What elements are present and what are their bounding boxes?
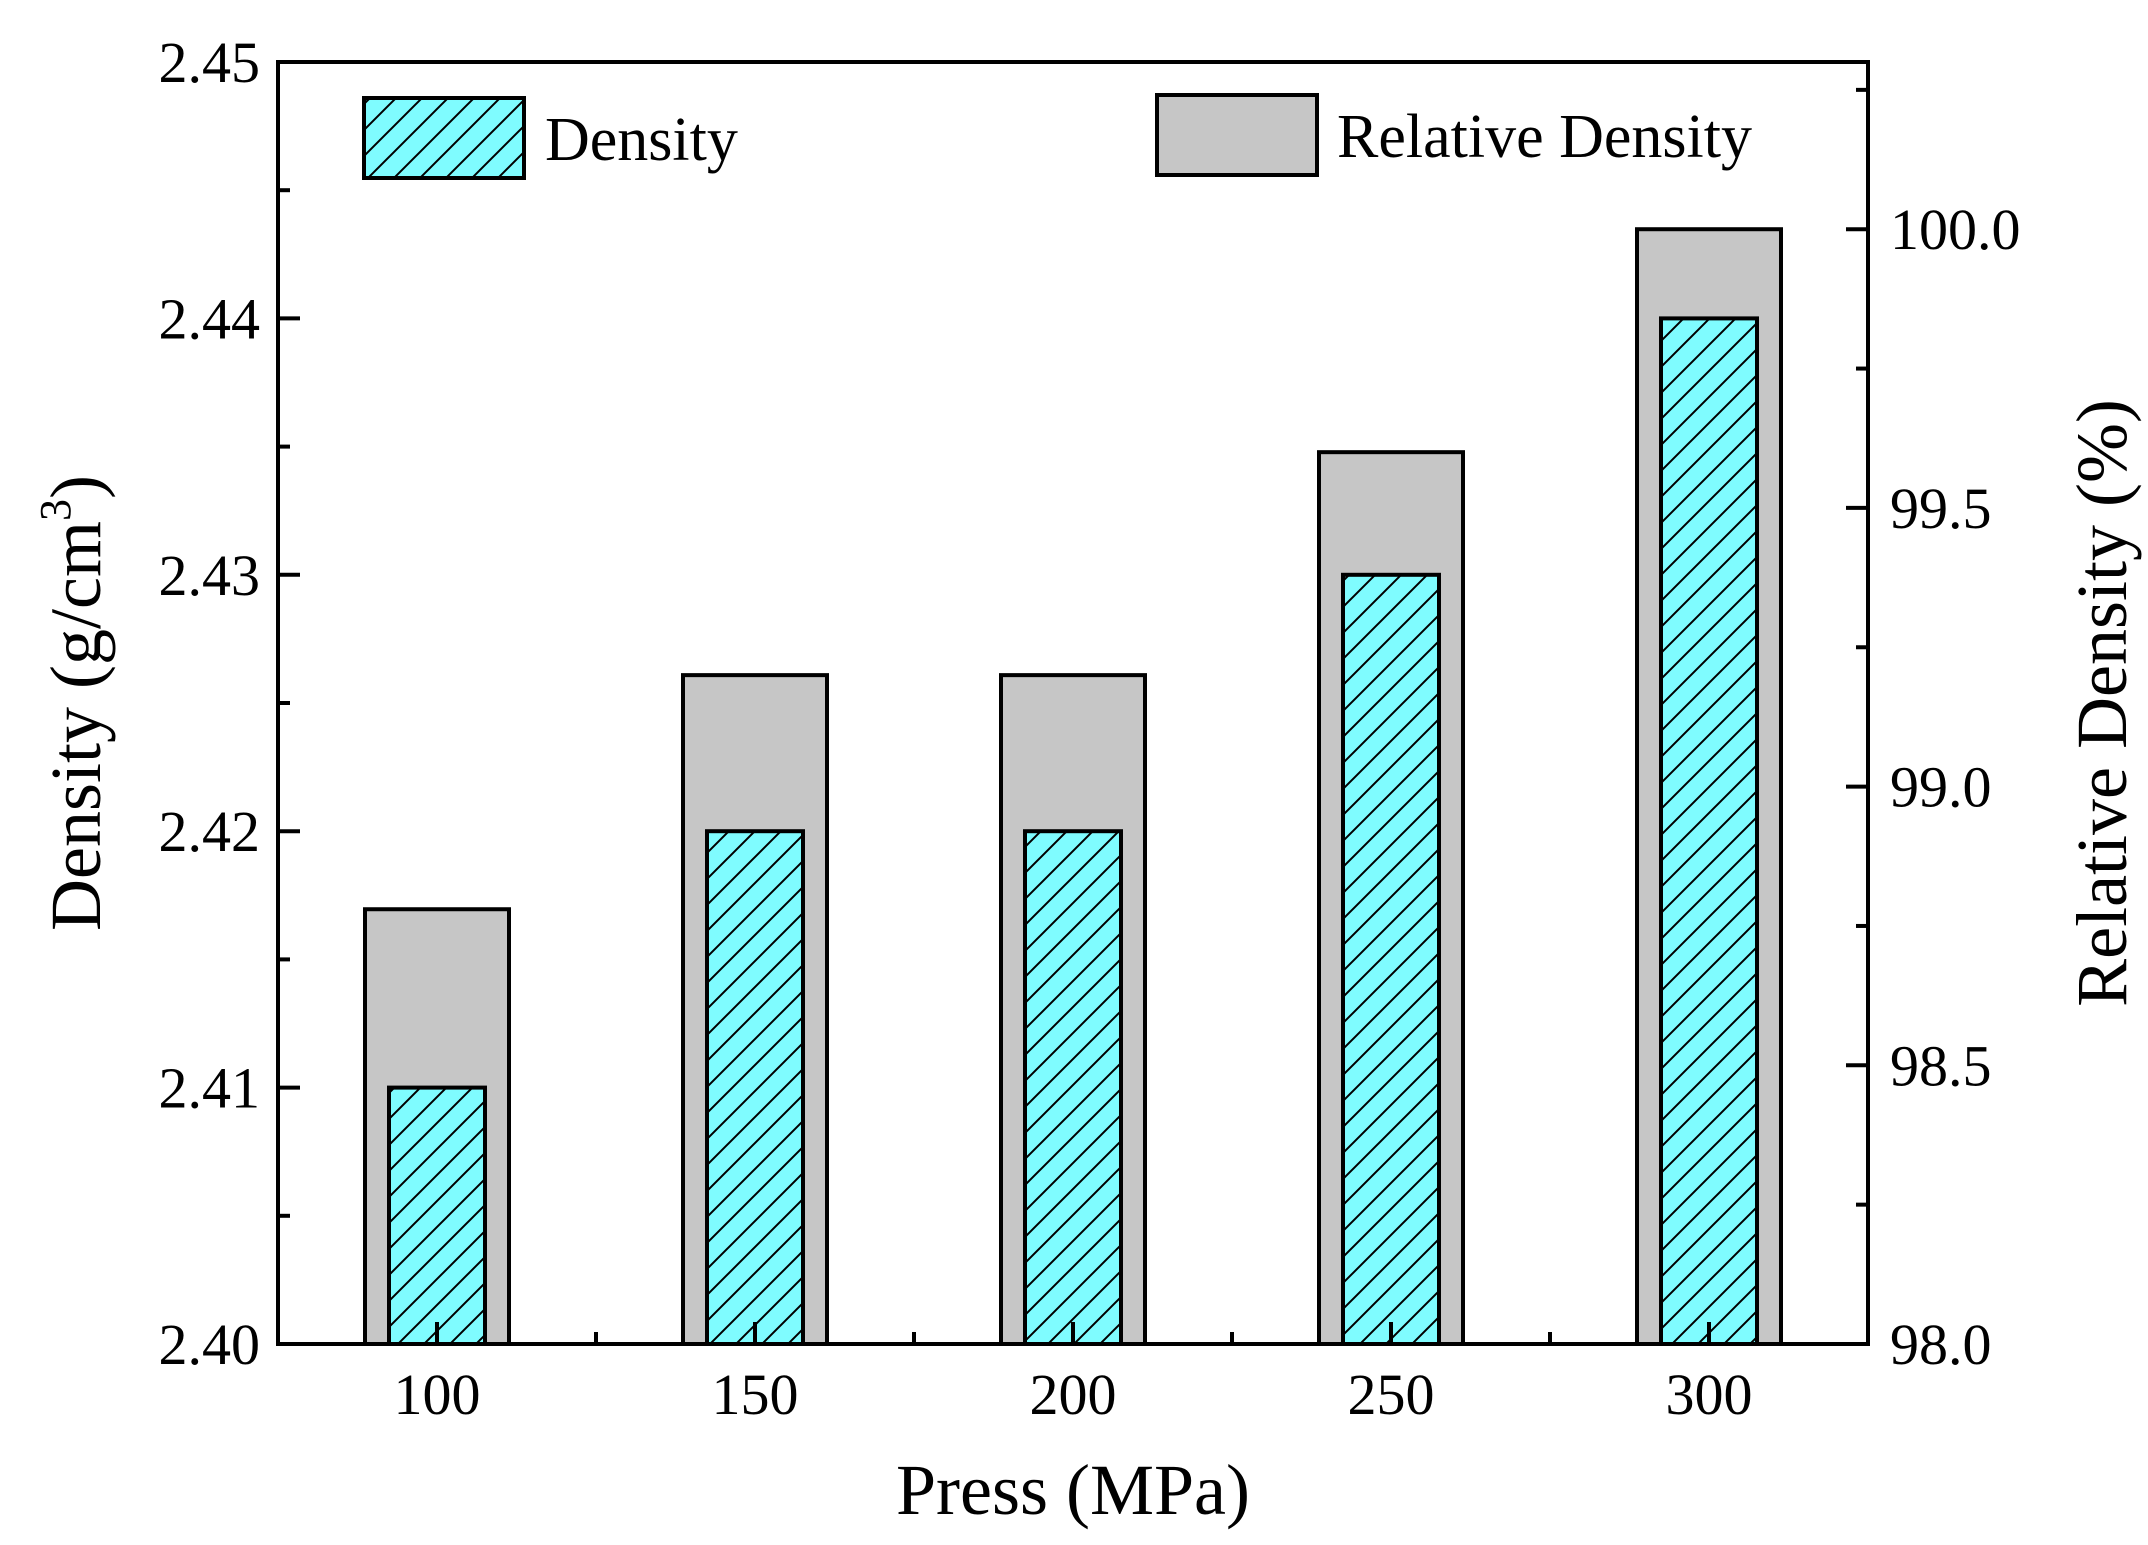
x-tick-label: 100 (394, 1362, 481, 1427)
x-axis-ticks: 100 150 200 250 300 (276, 1322, 1870, 1427)
left-tick-label: 2.40 (159, 1312, 261, 1377)
x-axis-title: Press (MPa) (896, 1450, 1250, 1530)
legend-label-density: Density (545, 106, 738, 174)
x-tick-label: 300 (1666, 1362, 1753, 1427)
x-tick-label: 200 (1030, 1362, 1117, 1427)
legend: Density Relative Density (362, 93, 1752, 180)
left-tick-label: 2.41 (159, 1056, 261, 1121)
left-tick-label: 2.42 (159, 799, 261, 864)
right-tick-label: 98.0 (1890, 1312, 1992, 1377)
density-bar-250 (1341, 572, 1441, 1346)
density-bar-150 (705, 829, 805, 1346)
legend-swatch-density (362, 96, 526, 180)
legend-swatch-relative-density (1155, 93, 1319, 177)
left-tick-label: 2.44 (159, 286, 261, 351)
left-tick-label: 2.45 (159, 30, 261, 95)
y-axis-title: Density (g/cm3) (31, 475, 116, 931)
x-tick-label: 150 (712, 1362, 799, 1427)
density-bars (387, 316, 1759, 1346)
density-bar-300 (1659, 316, 1759, 1346)
density-bar-100 (387, 1085, 487, 1346)
right-tick-label: 98.5 (1890, 1033, 1992, 1098)
left-axis-ticks: 2.40 2.41 2.42 2.43 2.44 2.45 (159, 30, 300, 1377)
right-axis-ticks: 98.0 98.5 99.0 99.5 100.0 (1846, 87, 2021, 1377)
legend-label-relative-density: Relative Density (1337, 103, 1752, 171)
density-bar-200 (1023, 829, 1123, 1346)
x-tick-label: 250 (1348, 1362, 1435, 1427)
left-tick-label: 2.43 (159, 543, 261, 608)
y2-axis-title: Relative Density (%) (2062, 399, 2142, 1007)
right-tick-label: 99.5 (1890, 476, 1992, 541)
y-axis-title-superscript: 3 (31, 499, 80, 521)
right-tick-label: 99.0 (1890, 755, 1992, 820)
right-tick-label: 100.0 (1890, 197, 2021, 262)
